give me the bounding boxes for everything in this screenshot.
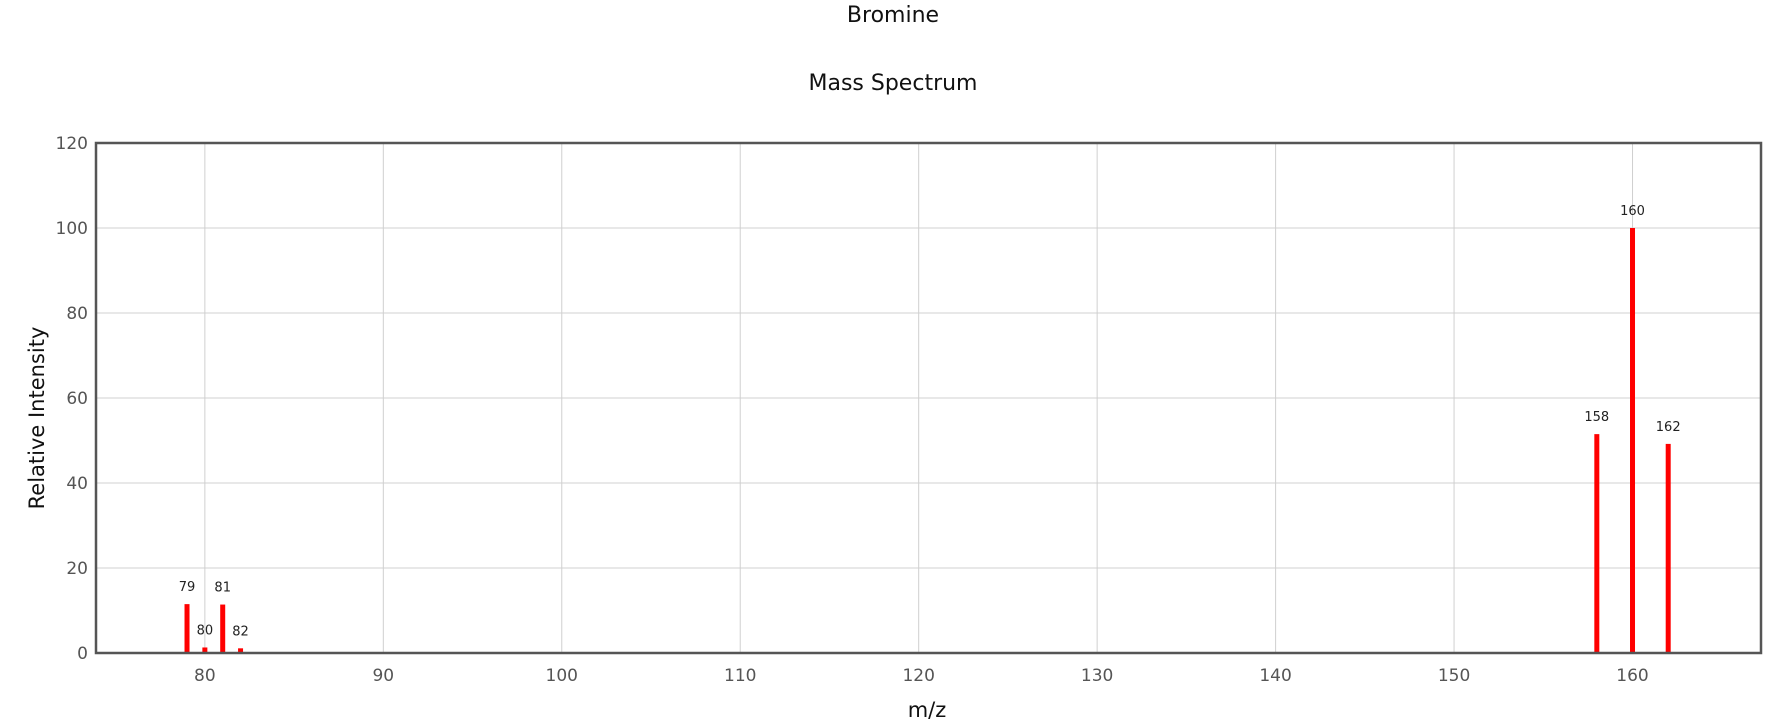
peak-label: 162 — [1656, 420, 1681, 435]
y-tick-label: 120 — [56, 134, 88, 154]
chart-title: Bromine — [847, 3, 939, 28]
x-tick-label: 80 — [194, 666, 216, 686]
y-axis-ticks: 0 20 40 60 80 100 120 — [56, 134, 88, 664]
y-axis-label: Relative Intensity — [25, 327, 49, 510]
peak-bar — [184, 604, 190, 653]
peak-label: 79 — [179, 580, 196, 595]
x-tick-label: 160 — [1616, 666, 1648, 686]
y-tick-label: 100 — [56, 219, 88, 239]
x-axis-ticks: 80 90 100 110 120 130 140 150 160 — [194, 666, 1649, 686]
peak-label: 80 — [197, 623, 214, 638]
peak-bar — [1594, 434, 1600, 653]
y-tick-label: 20 — [66, 559, 88, 579]
x-tick-label: 120 — [902, 666, 934, 686]
x-tick-label: 110 — [724, 666, 756, 686]
y-tick-label: 40 — [66, 474, 88, 494]
x-tick-label: 90 — [372, 666, 394, 686]
y-tick-label: 80 — [66, 304, 88, 324]
peak-label: 158 — [1584, 410, 1609, 425]
y-tick-label: 60 — [66, 389, 88, 409]
peak-label: 81 — [214, 581, 231, 596]
peak-bar — [220, 604, 226, 653]
x-tick-label: 140 — [1259, 666, 1291, 686]
peak-bar — [1665, 443, 1671, 653]
peak-bar — [202, 647, 208, 653]
peak-bar — [238, 648, 244, 653]
peaks-layer — [184, 228, 1671, 653]
grid-lines — [96, 143, 1761, 653]
x-tick-label: 150 — [1438, 666, 1470, 686]
peak-bar — [1630, 228, 1636, 653]
x-tick-label: 100 — [546, 666, 578, 686]
x-axis-label: m/z — [908, 698, 947, 722]
peak-labels-layer: 79 80 81 82 158 160 162 — [179, 204, 1681, 639]
plot-frame — [94, 141, 1763, 655]
peak-label: 82 — [232, 624, 249, 639]
y-tick-label: 0 — [77, 644, 88, 664]
chart-subtitle: Mass Spectrum — [809, 71, 978, 96]
x-tick-label: 130 — [1081, 666, 1113, 686]
peak-label: 160 — [1620, 204, 1645, 219]
